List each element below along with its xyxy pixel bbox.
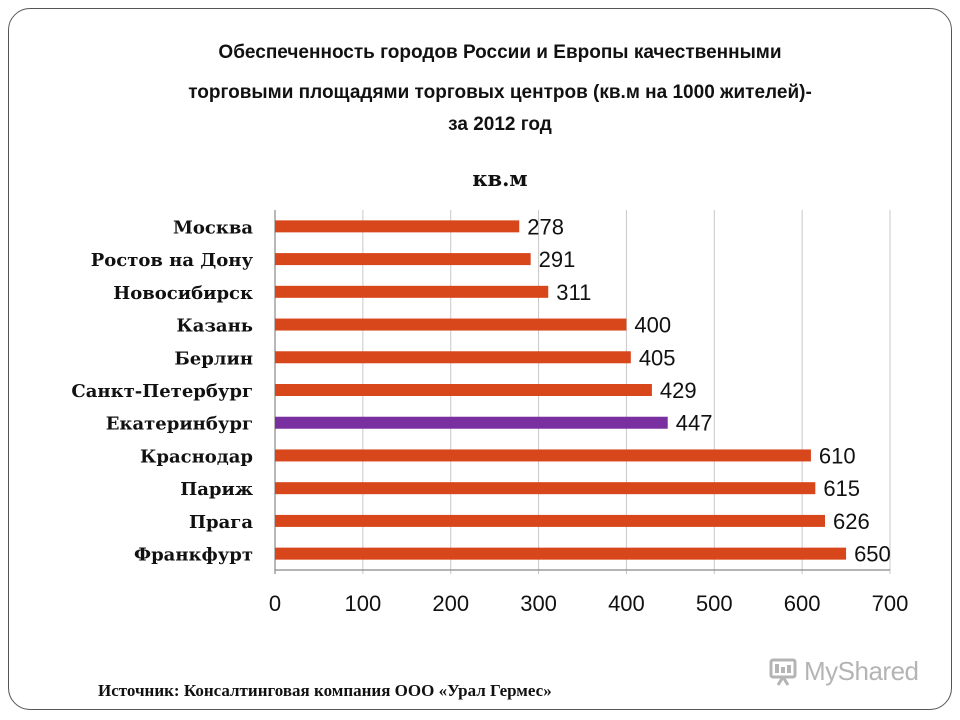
chart-title-line-1: Обеспеченность городов России и Европы к… [218, 42, 782, 63]
bar [275, 351, 631, 364]
data-label: 626 [833, 509, 870, 534]
watermark: MyShared [768, 656, 919, 687]
data-label: 610 [819, 443, 856, 468]
x-tick-label: 200 [432, 591, 469, 616]
data-label: 615 [823, 476, 860, 501]
x-tick-label: 0 [269, 591, 281, 616]
bar [275, 514, 825, 527]
category-label: Новосибирск [113, 283, 253, 304]
slide-frame [8, 8, 952, 710]
category-label: Краснодар [140, 446, 253, 467]
bar [275, 449, 811, 462]
category-label: Ростов на Дону [91, 250, 254, 271]
source-note: Источник: Консалтинговая компания ООО «У… [98, 681, 552, 700]
category-label: Прага [189, 512, 253, 533]
data-label: 400 [634, 313, 671, 338]
bar [275, 318, 627, 331]
data-label: 291 [539, 247, 576, 272]
unit-label: кв.м [472, 166, 528, 191]
category-label: Берлин [174, 348, 253, 369]
bar [275, 482, 816, 495]
x-tick-label: 100 [344, 591, 381, 616]
data-label: 650 [854, 542, 891, 567]
category-label: Франкфурт [134, 545, 253, 566]
chart-title-line-3: за 2012 год [448, 114, 552, 135]
data-label: 447 [676, 411, 713, 436]
category-label: Казань [176, 316, 253, 337]
x-tick-label: 500 [696, 591, 733, 616]
bar [275, 416, 668, 429]
category-label: Екатеринбург [106, 414, 253, 435]
x-tick-label: 300 [520, 591, 557, 616]
data-label: 429 [660, 378, 697, 403]
x-tick-label: 400 [608, 591, 645, 616]
bar [275, 253, 531, 266]
bar [275, 285, 549, 298]
bar [275, 220, 520, 233]
data-label: 311 [556, 280, 591, 305]
data-label: 405 [639, 345, 676, 370]
bar [275, 547, 847, 560]
category-label: Москва [173, 217, 253, 238]
category-label: Париж [180, 479, 253, 500]
presentation-board-icon [769, 658, 797, 686]
x-tick-label: 600 [784, 591, 821, 616]
watermark-text: MyShared [804, 656, 919, 686]
data-label: 278 [527, 214, 564, 239]
x-tick-label: 700 [872, 591, 909, 616]
chart-title-line-2: торговыми площадями торговых центров (кв… [188, 82, 812, 103]
category-label: Санкт-Петербург [71, 381, 253, 402]
bar [275, 384, 652, 396]
